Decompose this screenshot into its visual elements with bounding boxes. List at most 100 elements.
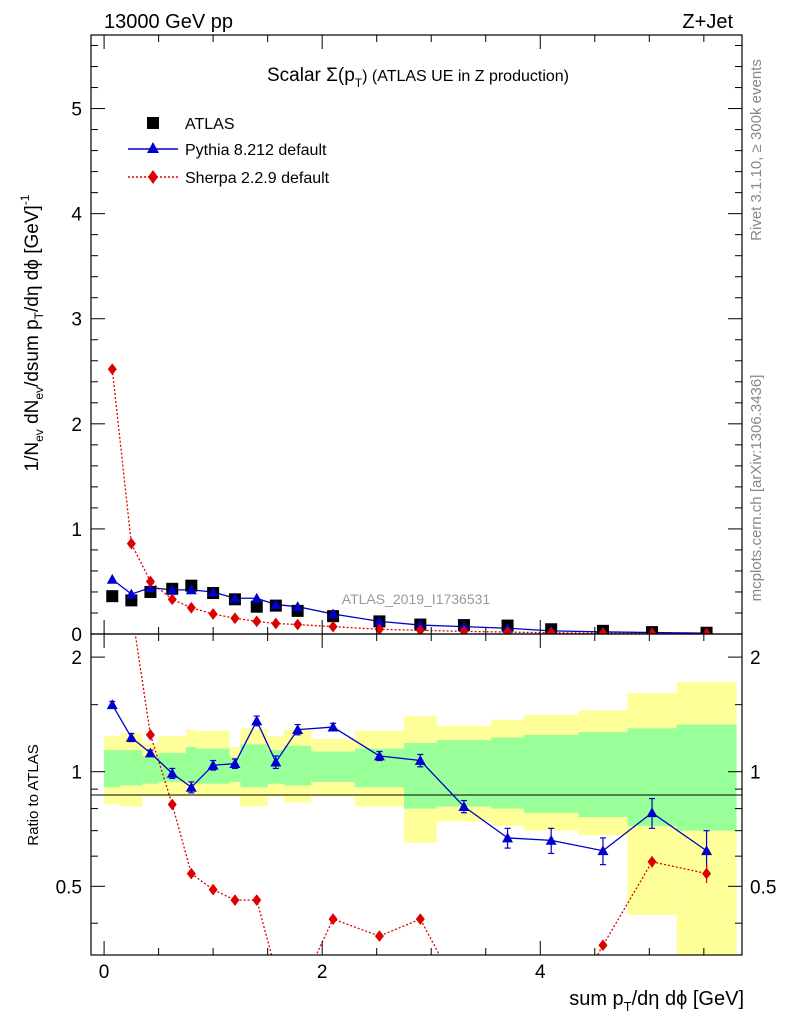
band-inner-bin xyxy=(578,732,628,818)
legend: ATLAS Pythia 8.212 default Sherpa 2.2.9 … xyxy=(128,116,330,187)
pythia-point xyxy=(185,584,197,595)
pythia-ratio-point xyxy=(646,807,658,818)
atlas-data-point xyxy=(250,600,263,613)
pythia-ratio-point xyxy=(125,731,137,742)
x-axis-label: sum pT/dη dϕ [GeV] xyxy=(569,988,744,1014)
legend-label-pythia: Pythia 8.212 default xyxy=(185,142,327,159)
y-tick-label: 4 xyxy=(71,205,82,226)
sherpa-point xyxy=(126,537,136,550)
band-inner-bin xyxy=(142,755,159,784)
band-inner-bin xyxy=(284,745,312,786)
x-tick-label: 0 xyxy=(99,962,110,983)
pythia-ratio-point xyxy=(502,832,514,843)
sherpa-point xyxy=(546,626,556,634)
pythia-ratio-point xyxy=(414,755,426,765)
band-inner-bin xyxy=(311,751,355,782)
pythia-ratio-point xyxy=(106,699,118,710)
pythia-ratio-point xyxy=(229,758,241,769)
pythia-point xyxy=(270,599,282,609)
sherpa-point xyxy=(271,617,281,630)
sherpa-ratio-point xyxy=(459,995,468,1007)
pythia-point xyxy=(207,586,219,597)
atlas-data-point xyxy=(106,590,119,603)
sherpa-ratio-point xyxy=(598,939,608,952)
sherpa-point xyxy=(252,615,262,628)
sherpa-ratio-point xyxy=(145,728,155,741)
sherpa-ratio-point xyxy=(186,867,196,880)
sherpa-point xyxy=(145,575,155,588)
pythia-ratio-point xyxy=(207,759,219,770)
pythia-ratio-point xyxy=(270,756,282,767)
pythia-ratio-point xyxy=(251,715,263,726)
header-energy: 13000 GeV pp xyxy=(104,11,233,33)
pythia-ratio-point xyxy=(292,724,304,735)
pythia-ratio-point xyxy=(185,781,197,792)
band-inner-bin xyxy=(104,750,121,788)
sherpa-point xyxy=(293,618,303,631)
y-tick-label: 1 xyxy=(71,520,82,541)
pythia-ratio-point xyxy=(545,834,557,845)
mcplots-label: mcplots.cern.ch [arXiv:1306.3436] xyxy=(748,375,765,602)
sherpa-ratio-point xyxy=(702,867,712,880)
pythia-point xyxy=(125,588,137,599)
band-inner-bin xyxy=(185,747,197,782)
sherpa-point xyxy=(167,593,177,606)
legend-marker-sherpa xyxy=(148,170,158,184)
band-inner-bin xyxy=(523,734,579,813)
sherpa-ratio-point xyxy=(271,965,280,977)
legend-label-sherpa: Sherpa 2.2.9 default xyxy=(185,170,330,187)
pythia-ratio-point xyxy=(327,721,339,732)
pythia-ratio-point xyxy=(597,845,609,856)
ratio-tick-label-right: 2 xyxy=(750,648,761,669)
band-inner-bin xyxy=(229,757,241,782)
sherpa-point xyxy=(186,601,196,614)
sherpa-point xyxy=(459,625,469,634)
legend-label-atlas: ATLAS xyxy=(185,116,235,133)
sherpa-point xyxy=(230,612,240,625)
x-tick-label: 2 xyxy=(317,962,328,983)
sherpa-ratio-point xyxy=(208,883,218,896)
main-series-layer xyxy=(106,363,713,634)
sherpa-ratio-point xyxy=(167,798,177,811)
pythia-point xyxy=(327,608,339,619)
header-process: Z+Jet xyxy=(682,11,733,33)
y-tick-label: 0 xyxy=(71,625,82,646)
sherpa-ratio-point xyxy=(108,444,117,456)
y-tick-label: 5 xyxy=(71,100,82,121)
sherpa-ratio-point xyxy=(328,913,338,925)
x-tick-label: 4 xyxy=(535,962,546,983)
pythia-ratio-point xyxy=(701,845,713,856)
sherpa-ratio-point xyxy=(374,930,384,942)
ratio-uncertainty-bands xyxy=(104,682,737,955)
pythia-ratio-point xyxy=(373,750,385,761)
pythia-point xyxy=(166,584,178,595)
chart-title: Scalar Σ(pT) (ATLAS UE in Z production) xyxy=(267,65,569,90)
sherpa-ratio-point xyxy=(252,894,262,906)
legend-marker-atlas xyxy=(147,117,159,129)
sherpa-point xyxy=(503,626,513,634)
sherpa-ratio-point xyxy=(647,855,657,868)
y-tick-label: 2 xyxy=(71,415,82,436)
pythia-point xyxy=(373,615,385,626)
ratio-tick-label: 1 xyxy=(71,763,82,784)
band-inner-bin xyxy=(491,737,524,809)
pythia-ratio-point xyxy=(144,747,156,758)
y-axis-label: 1/Nev dNev/dsum pT/dη dϕ [GeV]-1 xyxy=(18,194,46,471)
ratio-tick-label: 0.5 xyxy=(56,877,82,898)
ratio-tick-label-right: 0.5 xyxy=(750,877,776,898)
pythia-ratio-point xyxy=(166,767,178,778)
band-inner-bin xyxy=(120,750,143,786)
sherpa-point xyxy=(328,620,338,633)
ratio-y-axis-label: Ratio to ATLAS xyxy=(25,744,42,845)
sherpa-point xyxy=(208,608,218,620)
pythia-point xyxy=(229,592,241,603)
band-inner-bin xyxy=(240,744,268,788)
band-inner-bin xyxy=(676,724,737,831)
pythia-point xyxy=(106,573,118,584)
sherpa-ratio-point xyxy=(293,989,302,1001)
sherpa-point xyxy=(415,624,425,634)
analysis-watermark: ATLAS_2019_I1736531 xyxy=(342,591,491,607)
ratio-series-layer xyxy=(106,444,713,1007)
